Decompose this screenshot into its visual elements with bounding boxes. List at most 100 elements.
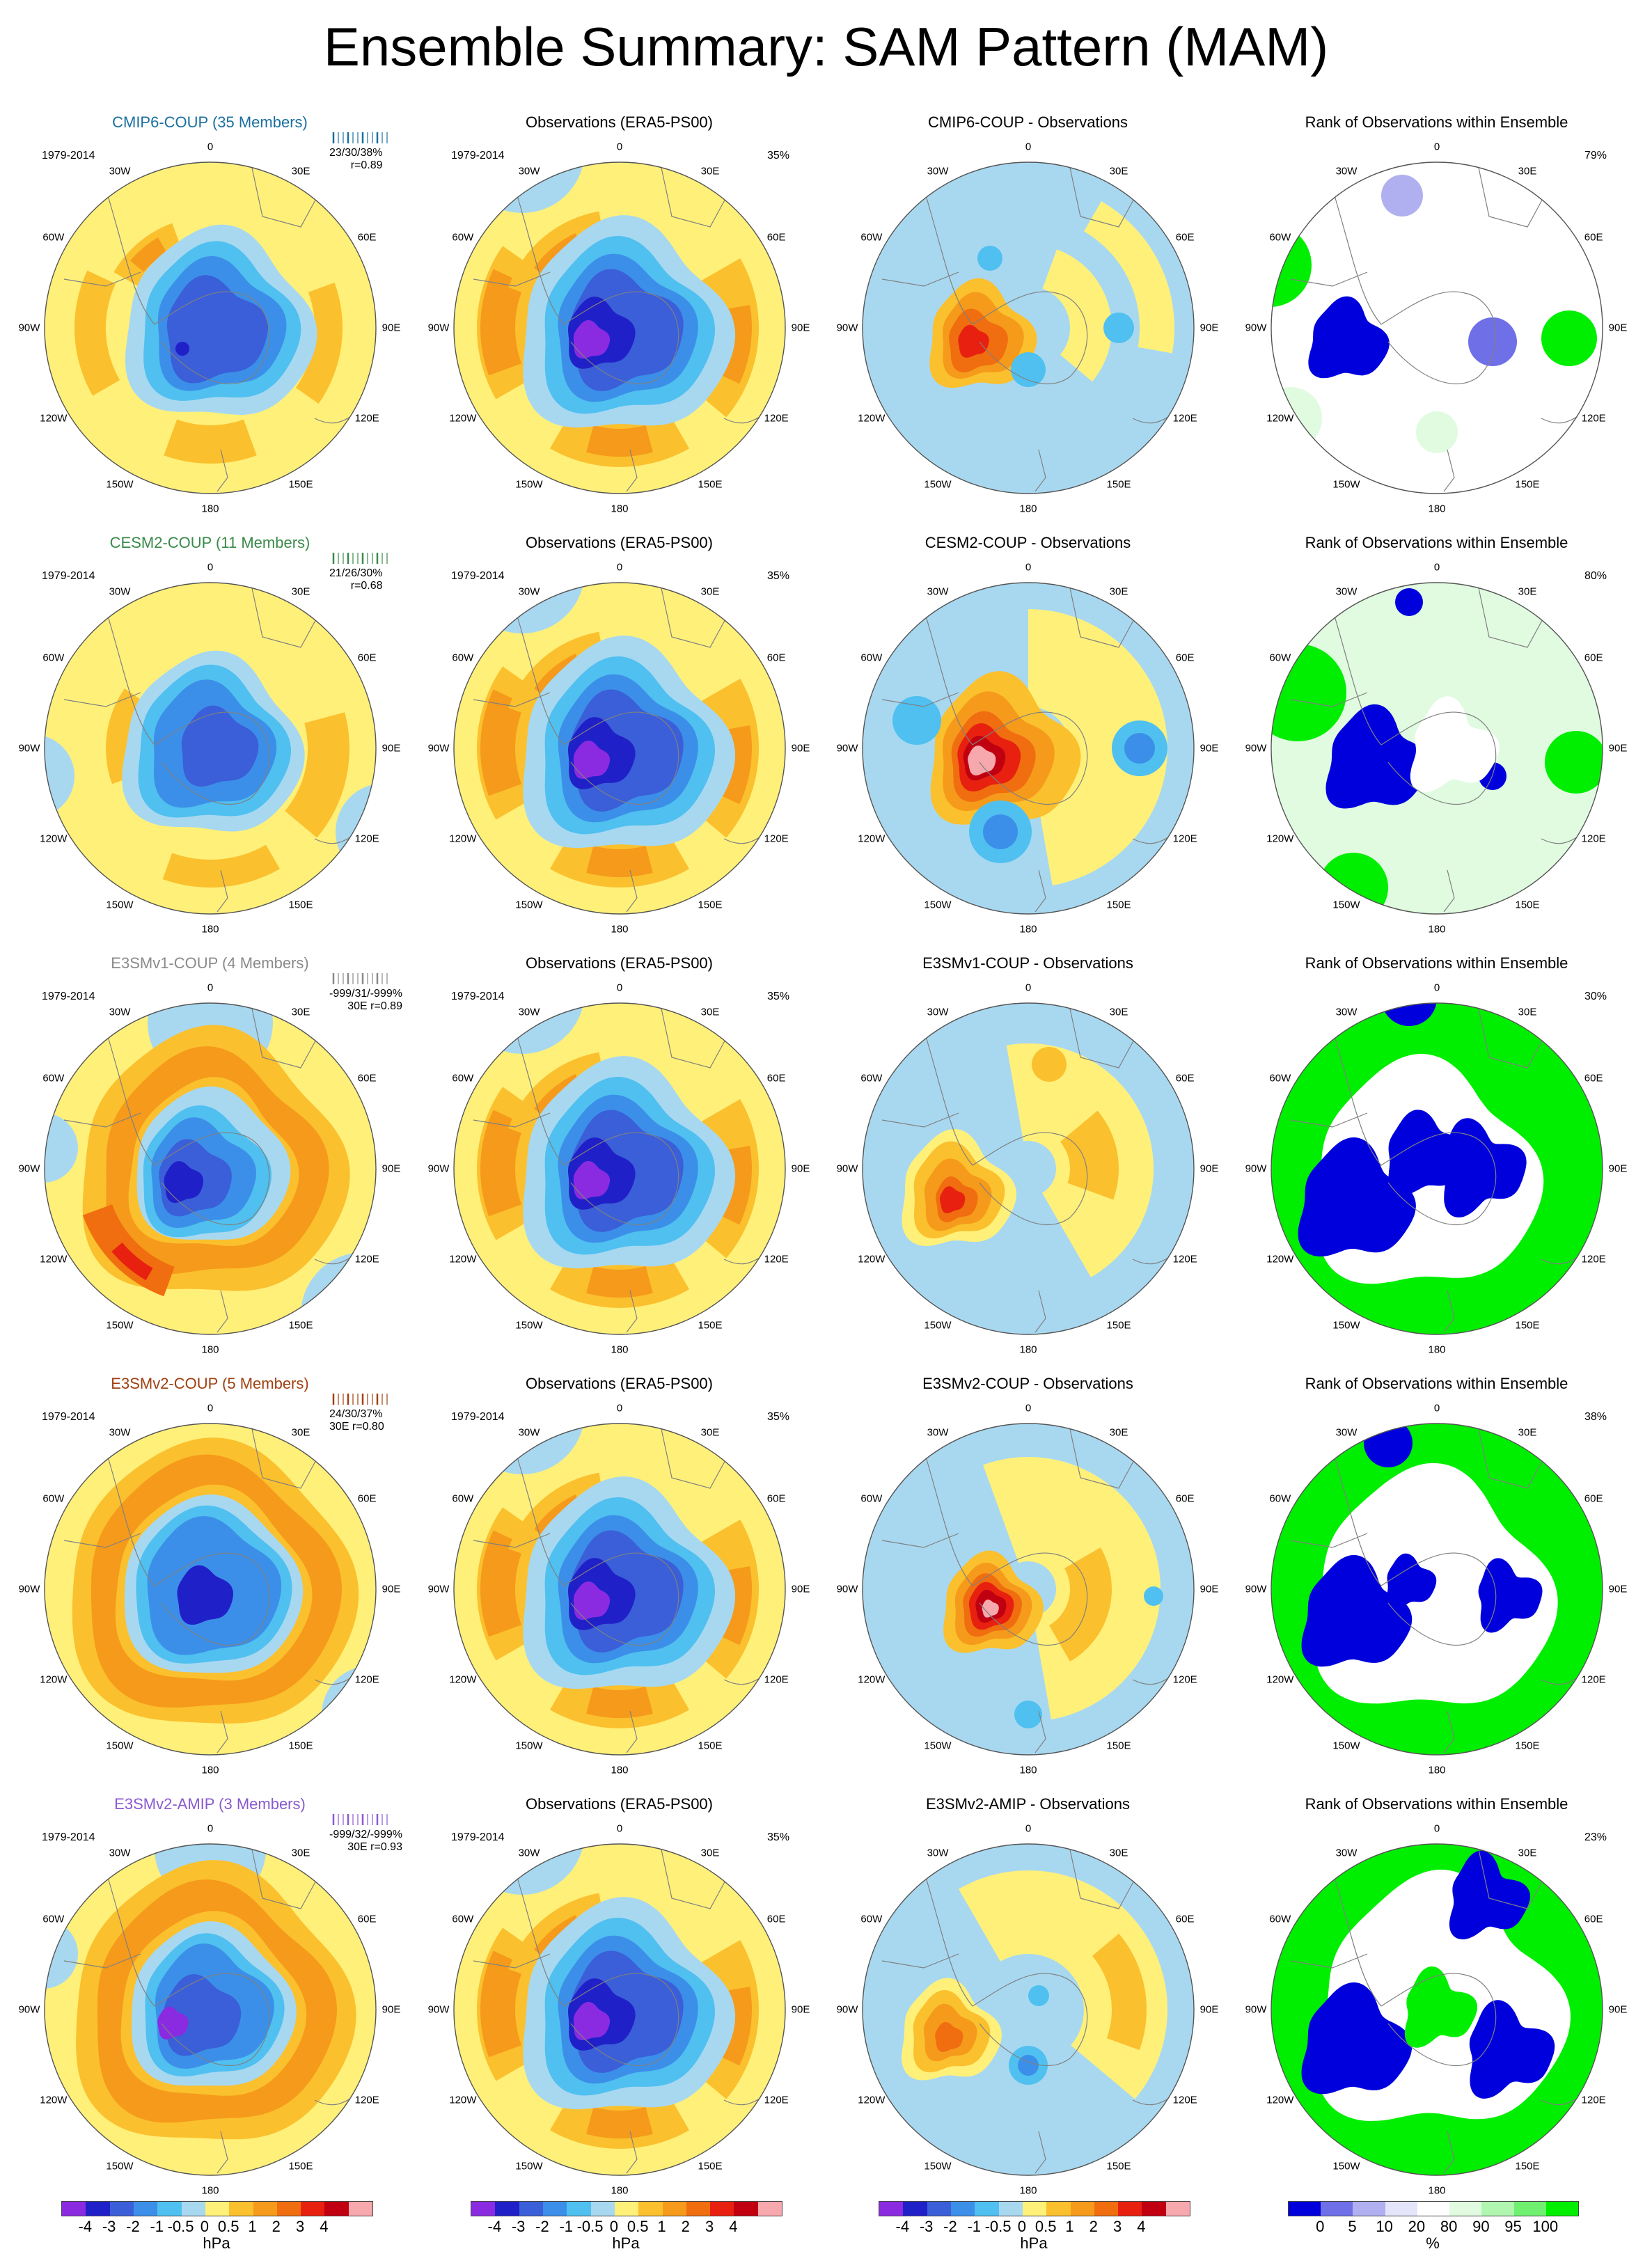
member-bars <box>332 1394 388 1405</box>
longitude-label: 90E <box>1199 2003 1219 2016</box>
longitude-label: 90W <box>427 2003 450 2016</box>
period-label: 1979-2014 <box>451 991 505 1002</box>
contour-region <box>573 2001 611 2040</box>
map-boundary <box>44 1843 377 2176</box>
longitude-label: 120E <box>764 2094 789 2106</box>
colorbar-tick-label: -0.5 <box>167 2218 194 2235</box>
longitude-label: 30W <box>518 1426 540 1439</box>
colorbar-swatch <box>542 2202 567 2216</box>
colorbar-unit: hPa <box>1020 2234 1048 2252</box>
map-boundary <box>862 1423 1195 1756</box>
colorbar-tick-label: 5 <box>1348 2218 1357 2235</box>
longitude-label: 30E <box>1518 165 1537 178</box>
longitude-label: 150W <box>924 2160 952 2173</box>
longitude-label: 150W <box>106 478 134 491</box>
africa-coastline <box>1069 1428 1140 1489</box>
antarctica-coastline <box>923 608 1088 805</box>
colorbar-swatch <box>205 2202 230 2216</box>
member-spread-bars <box>331 1391 393 1407</box>
contour-region <box>573 320 611 358</box>
longitude-label: 0 <box>207 1822 214 1835</box>
panel-title: Observations (ERA5-PS00) <box>526 1375 713 1392</box>
colorbar-swatch <box>133 2202 158 2216</box>
longitude-label: 150W <box>515 1319 543 1332</box>
longitude-label: 60W <box>860 652 883 664</box>
map-boundary <box>862 161 1195 494</box>
contour-region <box>586 425 653 457</box>
panel-obs: Observations (ERA5-PS00) 0 30E 60E 90E 120E 15… <box>413 528 826 948</box>
africa-coastline <box>1478 1008 1549 1069</box>
variance-percent: 35% <box>766 150 789 161</box>
longitude-label: 150E <box>1515 899 1540 911</box>
colorbar-tick-label: 0.5 <box>1035 2218 1057 2235</box>
longitude-label: 90W <box>18 322 40 334</box>
member-bars <box>332 553 388 564</box>
colorbar-swatch <box>157 2202 182 2216</box>
contour-region <box>1011 352 1046 387</box>
map-boundary <box>453 161 786 494</box>
longitude-label: 150E <box>288 2160 313 2173</box>
longitude-label: 150E <box>698 2160 723 2173</box>
longitude-label: 120W <box>40 412 68 425</box>
longitude-label: 90E <box>381 1583 401 1595</box>
polar-map <box>44 161 377 494</box>
south-america-coastline <box>473 1953 551 1969</box>
longitude-label: 180 <box>201 1764 219 1776</box>
longitude-label: 30E <box>1109 585 1128 598</box>
colorbar-swatch <box>324 2202 349 2216</box>
longitude-label: 60E <box>357 1492 377 1505</box>
contour-region <box>45 1113 78 1183</box>
longitude-label: 90E <box>791 1583 810 1595</box>
new-zealand-coastline <box>626 1290 638 1333</box>
longitude-label: 120W <box>1266 1253 1294 1265</box>
south-america-coastline <box>881 1112 959 1128</box>
longitude-label: 0 <box>207 981 214 994</box>
antarctica-coastline <box>514 1449 679 1646</box>
field-contours <box>454 162 785 494</box>
period-label: 1979-2014 <box>451 150 505 161</box>
colorbar-tick-label: 2 <box>272 2218 281 2235</box>
contour-region <box>1468 317 1517 366</box>
colorbar-tick-label: 0 <box>200 2218 209 2235</box>
longitude-label: 120W <box>858 1253 886 1265</box>
longitude-label: 30E <box>700 1426 720 1439</box>
colorbar-tick-label: -2 <box>126 2218 140 2235</box>
longitude-label: 60W <box>42 1913 65 1925</box>
africa-coastline <box>661 588 732 648</box>
contour-region <box>480 1110 526 1217</box>
colorbar-tick-label: -3 <box>511 2218 526 2235</box>
antarctica-coastline <box>1332 1029 1497 1225</box>
contour-region <box>1541 310 1597 366</box>
period-label: 1979-2014 <box>451 1411 505 1423</box>
longitude-label: 90E <box>1608 742 1628 755</box>
colorbar-swatch <box>348 2202 373 2216</box>
contour-region <box>1298 1137 1416 1257</box>
longitude-label: 60E <box>766 1072 786 1085</box>
longitude-label: 90W <box>836 742 858 755</box>
contour-region <box>1319 853 1388 914</box>
new-zealand-coastline <box>626 449 638 492</box>
longitude-label: 30E <box>700 1847 720 1859</box>
colorbar-tick-label: 4 <box>1137 2218 1146 2235</box>
longitude-label: 150E <box>288 899 313 911</box>
field-contours <box>45 1424 376 1755</box>
longitude-label: 90W <box>1245 1162 1267 1175</box>
contour-region <box>1028 609 1167 885</box>
new-zealand-coastline <box>1035 1710 1046 1753</box>
colorbar-tick-label: -3 <box>102 2218 116 2235</box>
longitude-label: 60E <box>1175 1072 1195 1085</box>
longitude-label: 120E <box>354 833 379 845</box>
polar-map <box>44 582 377 915</box>
new-zealand-coastline <box>1035 2131 1046 2174</box>
colorbar-swatch <box>734 2202 758 2216</box>
colorbar-swatch <box>710 2202 734 2216</box>
contour-region <box>1416 411 1458 453</box>
contour-region <box>586 846 653 877</box>
longitude-label: 60E <box>1584 1913 1603 1925</box>
colorbar-swatch <box>1046 2202 1071 2216</box>
colorbar-swatch <box>567 2202 591 2216</box>
antarctica-coastline <box>105 608 270 805</box>
longitude-label: 150E <box>1106 899 1131 911</box>
contour-region <box>130 237 167 272</box>
longitude-label: 0 <box>1025 561 1032 574</box>
